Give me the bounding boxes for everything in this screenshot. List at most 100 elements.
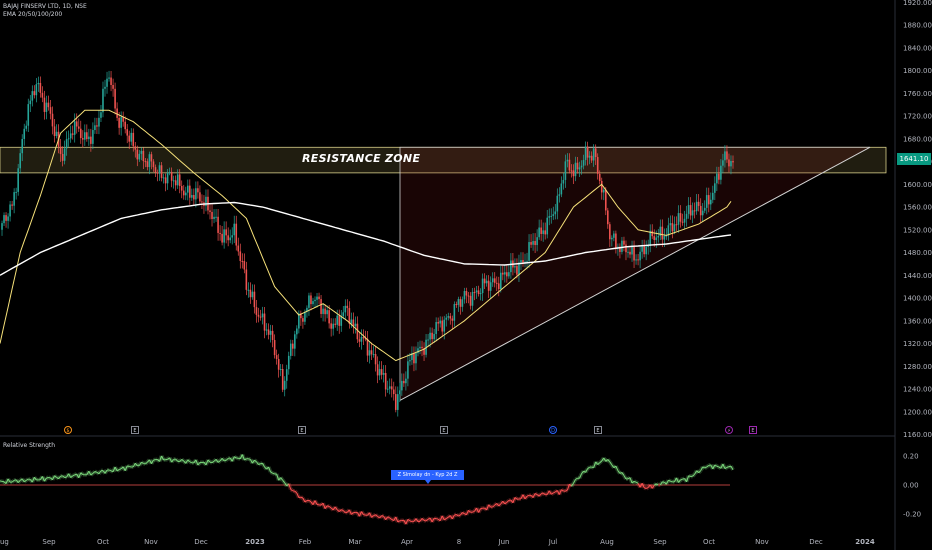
y-tick-label: 1480.00 <box>903 249 932 257</box>
candle-body <box>94 125 96 131</box>
candle-body <box>186 185 189 193</box>
rs-line-segment <box>92 471 96 474</box>
rs-line-segment <box>566 483 570 491</box>
candle-body <box>320 299 322 314</box>
y-tick-label: 1200.00 <box>903 408 932 416</box>
x-tick-label: Feb <box>299 538 312 546</box>
candle-body <box>372 354 375 356</box>
candle-body <box>714 183 716 193</box>
rs-line-segment <box>124 465 128 471</box>
rs-line-segment <box>546 490 550 495</box>
rs-line-segment <box>197 462 201 466</box>
candle-body <box>633 245 635 261</box>
rs-line-segment <box>520 494 524 500</box>
rs-tooltip: Z Slmolay dn - Kyp 2d Z <box>391 470 464 484</box>
candle-body <box>649 230 652 246</box>
rising-trendline <box>399 146 871 401</box>
rs-line-segment <box>488 504 492 508</box>
candle-body <box>451 318 454 321</box>
rs-line-segment <box>262 462 265 468</box>
upcoming-earnings-event-icon[interactable]: E <box>749 426 757 434</box>
x-tick-label: 8 <box>457 538 461 546</box>
rs-line-segment <box>127 465 130 467</box>
x-tick-label: 2024 <box>855 538 875 546</box>
candle-body <box>709 199 712 205</box>
earnings-event-icon[interactable]: E <box>440 426 448 434</box>
x-tick-label: Nov <box>144 538 158 546</box>
candle-body <box>396 394 399 410</box>
candle-body <box>164 177 167 184</box>
candle-body <box>245 269 248 290</box>
candle-body <box>724 151 726 161</box>
candle-body <box>443 319 446 332</box>
candle-body <box>489 282 492 291</box>
earnings-event-icon[interactable]: E <box>131 426 139 434</box>
candle-body <box>144 161 147 163</box>
rs-line-segment <box>276 473 280 481</box>
rs-line-segment <box>159 455 163 462</box>
rs-line-segment <box>300 496 304 499</box>
rs-line-segment <box>290 489 294 492</box>
rs-line-segment <box>239 454 243 460</box>
rs-line-segment <box>171 459 175 463</box>
candle-body <box>326 310 328 315</box>
candle-body <box>79 128 82 139</box>
candle-body <box>510 260 512 273</box>
candle-body <box>247 289 250 291</box>
candle-body <box>580 165 583 168</box>
candle-body <box>178 174 181 186</box>
candle-body <box>576 162 579 170</box>
candle-body <box>368 350 371 356</box>
candle-body <box>447 316 450 318</box>
earnings-event-icon[interactable]: E <box>298 426 306 434</box>
rs-line-segment <box>189 461 193 464</box>
rs-line-segment <box>181 458 185 462</box>
candle-body <box>332 323 334 329</box>
rs-line-segment <box>496 503 500 507</box>
candle-body <box>251 291 254 298</box>
rs-line-segment <box>328 506 332 509</box>
candle-body <box>394 394 397 410</box>
candle-body <box>21 138 24 154</box>
x-tick-label: Oct <box>97 538 109 546</box>
rs-line-segment <box>326 505 330 507</box>
candle-body <box>572 170 575 177</box>
rs-line-segment <box>540 492 544 495</box>
rs-line-segment <box>522 494 526 500</box>
rs-line-segment <box>571 482 574 487</box>
rs-line-segment <box>548 490 552 495</box>
rs-line-segment <box>118 468 122 471</box>
candle-body <box>459 299 462 307</box>
candle-body <box>483 278 486 284</box>
indicator-title[interactable]: EMA 20/50/100/200 <box>3 11 63 18</box>
rs-line-segment <box>138 461 142 466</box>
rs-line-segment <box>141 461 144 464</box>
candle-body <box>346 305 349 309</box>
rs-line-segment <box>728 465 732 468</box>
rs-line-segment <box>241 454 245 461</box>
rs-line-segment <box>498 503 502 507</box>
candle-body <box>518 262 520 275</box>
rs-line-segment <box>609 461 613 466</box>
y-tick-label: 1160.00 <box>903 431 932 439</box>
rs-line-segment <box>633 480 637 483</box>
rs-pane-title[interactable]: Relative Strength <box>3 442 56 449</box>
rs-line-segment <box>52 475 55 481</box>
candle-body <box>110 77 112 86</box>
split-event-icon[interactable]: ⚡ <box>725 426 733 434</box>
rs-line-segment <box>575 477 578 480</box>
rs-line-segment <box>649 484 653 489</box>
candle-body <box>639 251 641 261</box>
candle-body <box>13 192 15 206</box>
rs-line-segment <box>439 515 443 522</box>
symbol-title[interactable]: BAJAJ FINSERV LTD, 1D, NSE <box>3 3 87 10</box>
candle-body <box>429 332 431 340</box>
x-tick-label: Mar <box>348 538 361 546</box>
rs-line-segment <box>68 473 72 478</box>
rs-line-segment <box>284 482 288 487</box>
rs-line-segment <box>5 478 9 484</box>
earnings-event-icon[interactable]: E <box>594 426 602 434</box>
dividend-event-icon[interactable]: D <box>549 426 557 434</box>
dividend-event-icon[interactable]: $ <box>64 426 72 434</box>
